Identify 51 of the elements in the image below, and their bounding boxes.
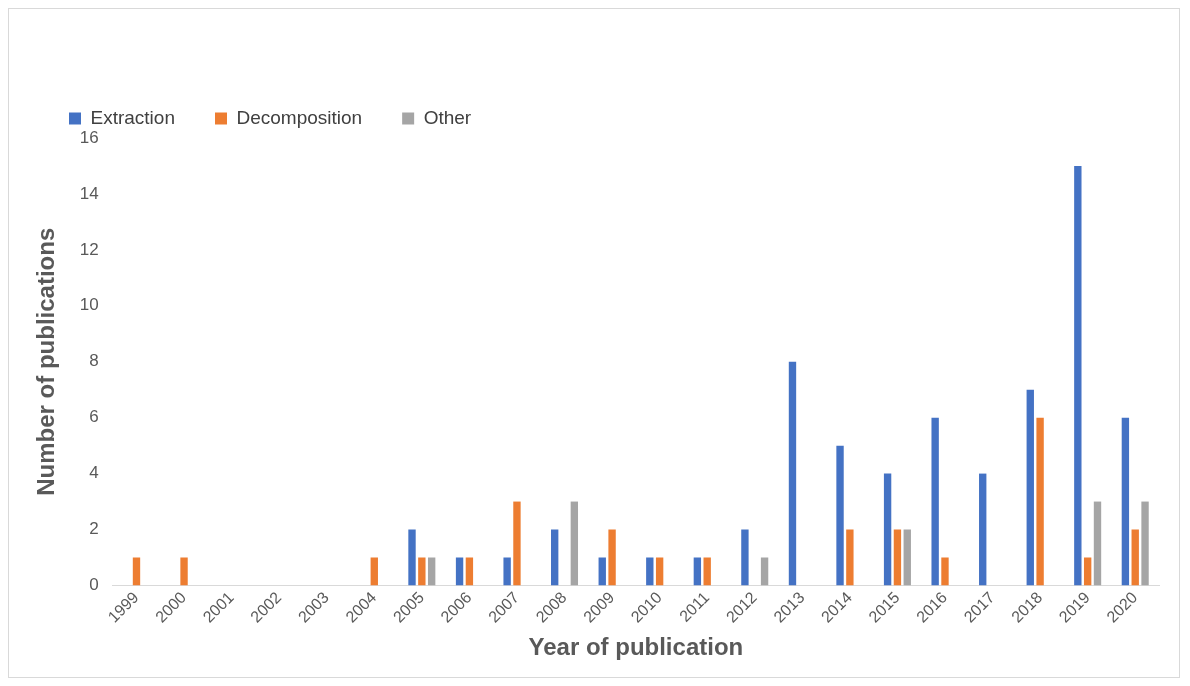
bar: [646, 557, 654, 586]
bar: [903, 529, 911, 586]
legend-label: Extraction: [90, 106, 175, 128]
bar: [883, 473, 892, 586]
bar: [836, 445, 844, 586]
bar: [1121, 417, 1130, 586]
bar: [760, 557, 769, 586]
bar: [1093, 501, 1102, 586]
bar: [418, 557, 426, 586]
bar: [513, 501, 521, 586]
bar: [931, 417, 939, 586]
y-tick-label: 10: [79, 295, 99, 315]
bar: [1141, 501, 1149, 586]
bar: [693, 557, 702, 586]
bar: [893, 529, 902, 586]
bar: [846, 529, 854, 586]
bar: [1074, 165, 1082, 586]
bar: [503, 557, 511, 586]
bar: [608, 529, 616, 586]
bar: [455, 557, 464, 586]
y-tick-label: 6: [89, 407, 99, 427]
y-tick-label: 2: [89, 519, 99, 539]
bar: [132, 557, 141, 586]
bar: [598, 557, 606, 586]
y-tick-label: 12: [79, 239, 99, 259]
x-axis-title: Year of publication: [528, 633, 744, 661]
y-tick-label: 16: [79, 127, 99, 147]
bar: [465, 557, 474, 586]
y-axis-title: Number of publications: [32, 227, 60, 496]
bar: [788, 361, 797, 586]
bar: [655, 557, 664, 586]
bar: [941, 557, 949, 586]
bar: [427, 557, 436, 586]
bar: [408, 529, 416, 586]
y-tick-label: 0: [89, 575, 99, 595]
bar: [979, 473, 987, 586]
bar: [741, 529, 749, 586]
bar: [1036, 417, 1044, 586]
legend-label: Decomposition: [236, 106, 363, 128]
bar: [570, 501, 579, 586]
legend-label: Other: [423, 106, 472, 128]
bar: [551, 529, 559, 586]
y-tick-label: 14: [79, 183, 99, 203]
bar: [1131, 529, 1139, 586]
bar: [1026, 389, 1034, 586]
bar: [180, 557, 188, 586]
bar: [1083, 557, 1092, 586]
bar: [370, 557, 378, 586]
y-tick-label: 4: [89, 463, 99, 483]
y-tick-label: 8: [89, 351, 99, 371]
bar: [703, 557, 711, 586]
